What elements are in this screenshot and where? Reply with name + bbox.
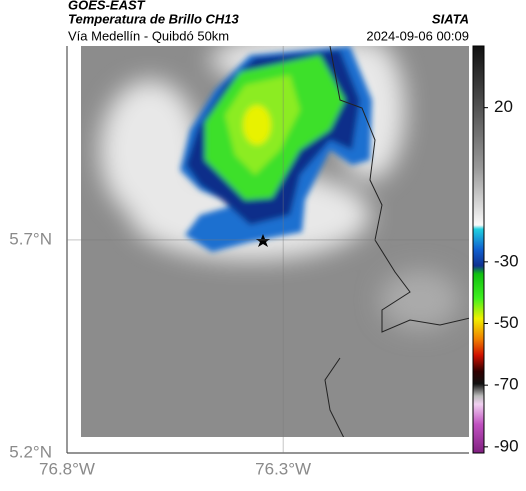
colorbar-tick-label: -90 [494,436,519,455]
satellite-image [81,46,469,437]
colorbar-tick-label: -30 [494,251,519,270]
x-tick-label: 76.3°W [255,459,311,478]
x-tick-label: 76.8°W [39,459,95,478]
location-marker [256,234,270,247]
colorbar-tick-label: -70 [494,375,519,394]
colorbar-tick-label: 20 [494,97,513,116]
subtitle: Temperatura de Brillo CH13 [68,11,240,26]
colorbar-tick-label: -50 [494,313,519,332]
y-tick-label: 5.7°N [9,229,52,248]
title: GOES-EAST [68,0,146,12]
source: SIATA [432,11,469,26]
region: Vía Medellín - Quibdó 50km [68,28,229,43]
colorbar [472,45,485,454]
y-tick-label: 5.2°N [9,442,52,461]
timestamp: 2024-09-06 00:09 [366,28,469,43]
